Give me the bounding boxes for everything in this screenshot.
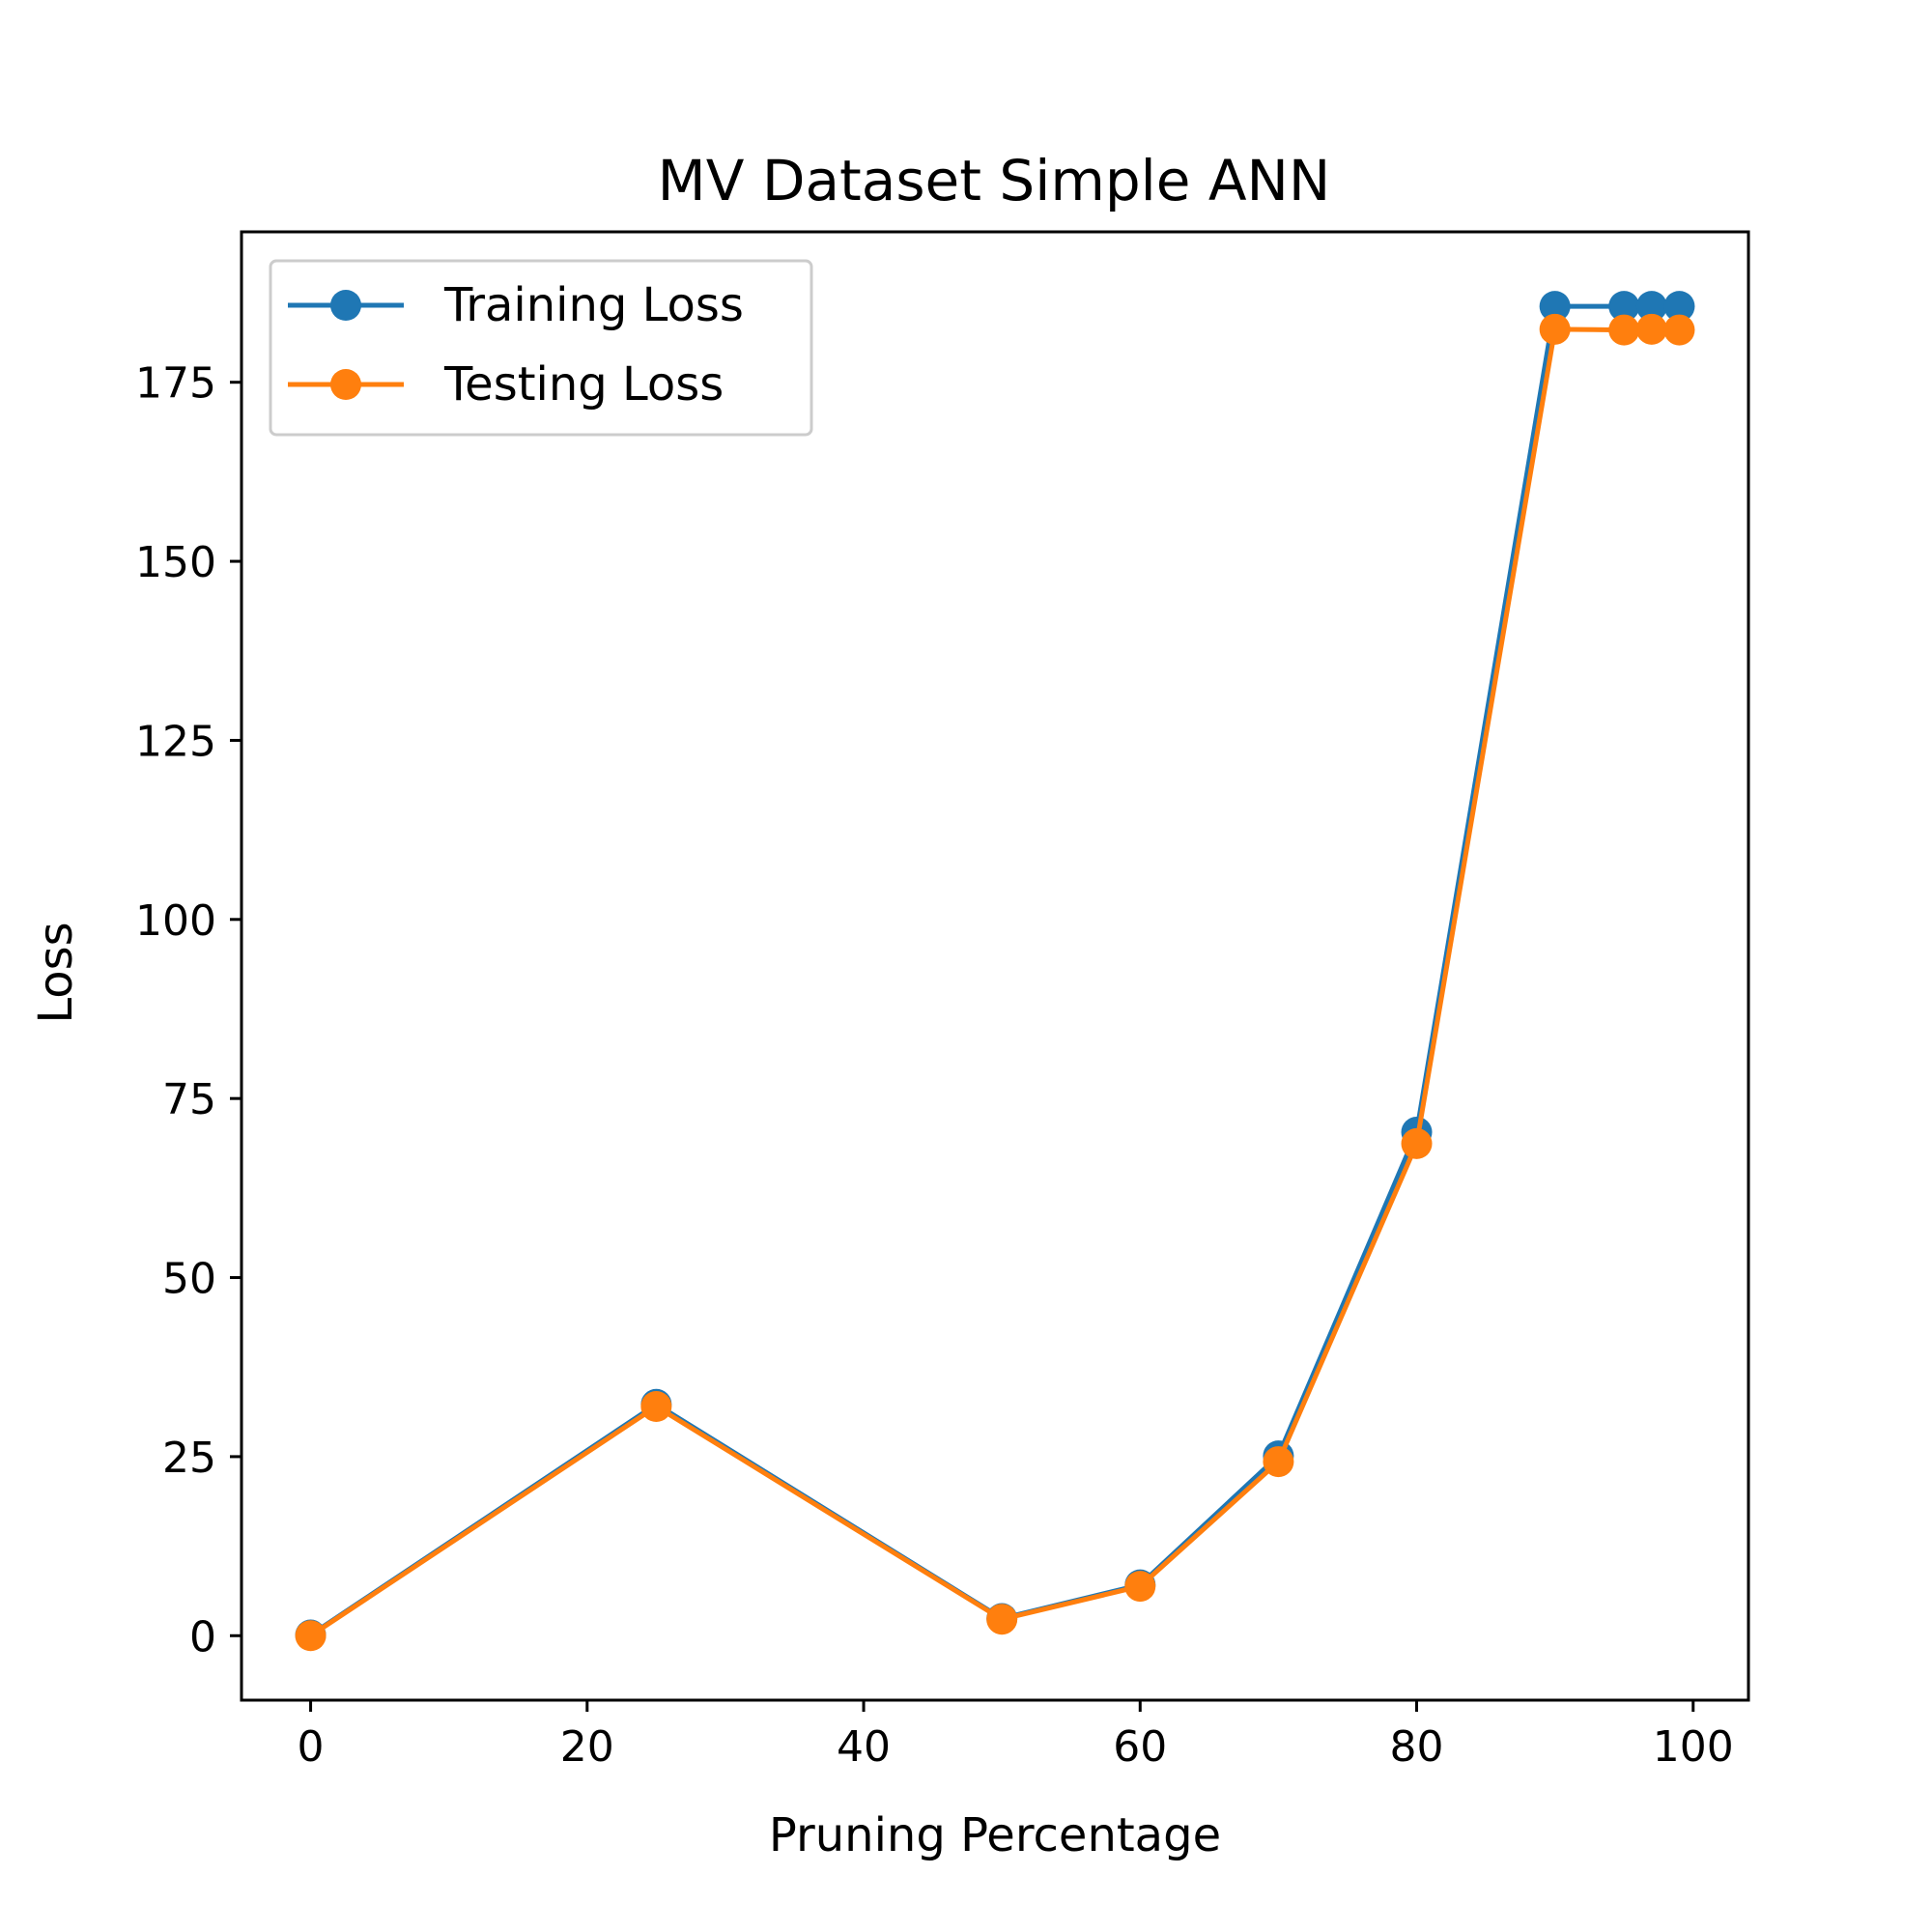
y-tick-label: 175: [135, 359, 216, 409]
data-point-training-loss: [1663, 291, 1695, 323]
y-axis-title: Loss: [29, 922, 83, 1023]
y-tick-label: 150: [135, 538, 216, 587]
y-tick-label: 125: [135, 717, 216, 766]
legend-item-testing-loss: Testing Loss: [288, 357, 724, 412]
y-tick-label: 0: [189, 1612, 216, 1662]
x-tick-label: 0: [298, 1722, 325, 1772]
chart-title: MV Dataset Simple ANN: [658, 148, 1331, 213]
data-point-testing-loss: [1124, 1571, 1156, 1603]
x-tick-label: 60: [1113, 1722, 1167, 1772]
data-point-testing-loss: [1539, 313, 1571, 345]
plot-frame: [240, 230, 1750, 1702]
data-point-testing-loss: [295, 1620, 327, 1652]
legend-label-testing-loss: Testing Loss: [443, 357, 724, 412]
legend-label-training-loss: Training Loss: [443, 278, 744, 332]
y-tick-label: 25: [162, 1434, 216, 1483]
y-tick-label: 50: [162, 1255, 216, 1304]
legend-item-training-loss: Training Loss: [288, 278, 744, 332]
data-point-testing-loss: [1608, 314, 1640, 346]
data-point-training-loss: [1608, 291, 1640, 323]
y-tick-label: 75: [162, 1075, 216, 1124]
legend-marker-training-loss: [330, 290, 361, 321]
data-point-testing-loss: [1663, 314, 1695, 346]
x-tick-label: 100: [1653, 1722, 1734, 1772]
data-point-testing-loss: [640, 1391, 672, 1422]
data-point-testing-loss: [1263, 1446, 1294, 1478]
data-point-training-loss: [1539, 291, 1571, 323]
series-testing-loss: [295, 313, 1695, 1652]
x-axis: 0 20 40 60 80 100: [298, 1700, 1734, 1772]
y-axis: 0 25 50 75 100 125 150 175: [135, 359, 242, 1662]
x-tick-label: 80: [1390, 1722, 1444, 1772]
data-point-testing-loss: [986, 1604, 1018, 1635]
data-point-testing-loss: [1635, 313, 1667, 345]
series-layer: [295, 291, 1695, 1652]
legend: Training Loss Testing Loss: [269, 259, 813, 437]
legend-marker-testing-loss: [330, 369, 361, 400]
data-point-testing-loss: [1401, 1127, 1433, 1159]
legend-frame: [269, 259, 813, 437]
y-tick-label: 100: [135, 896, 216, 946]
x-tick-label: 40: [837, 1722, 891, 1772]
x-tick-label: 20: [560, 1722, 614, 1772]
data-point-training-loss: [1635, 291, 1667, 323]
x-axis-title: Pruning Percentage: [769, 1808, 1221, 1862]
